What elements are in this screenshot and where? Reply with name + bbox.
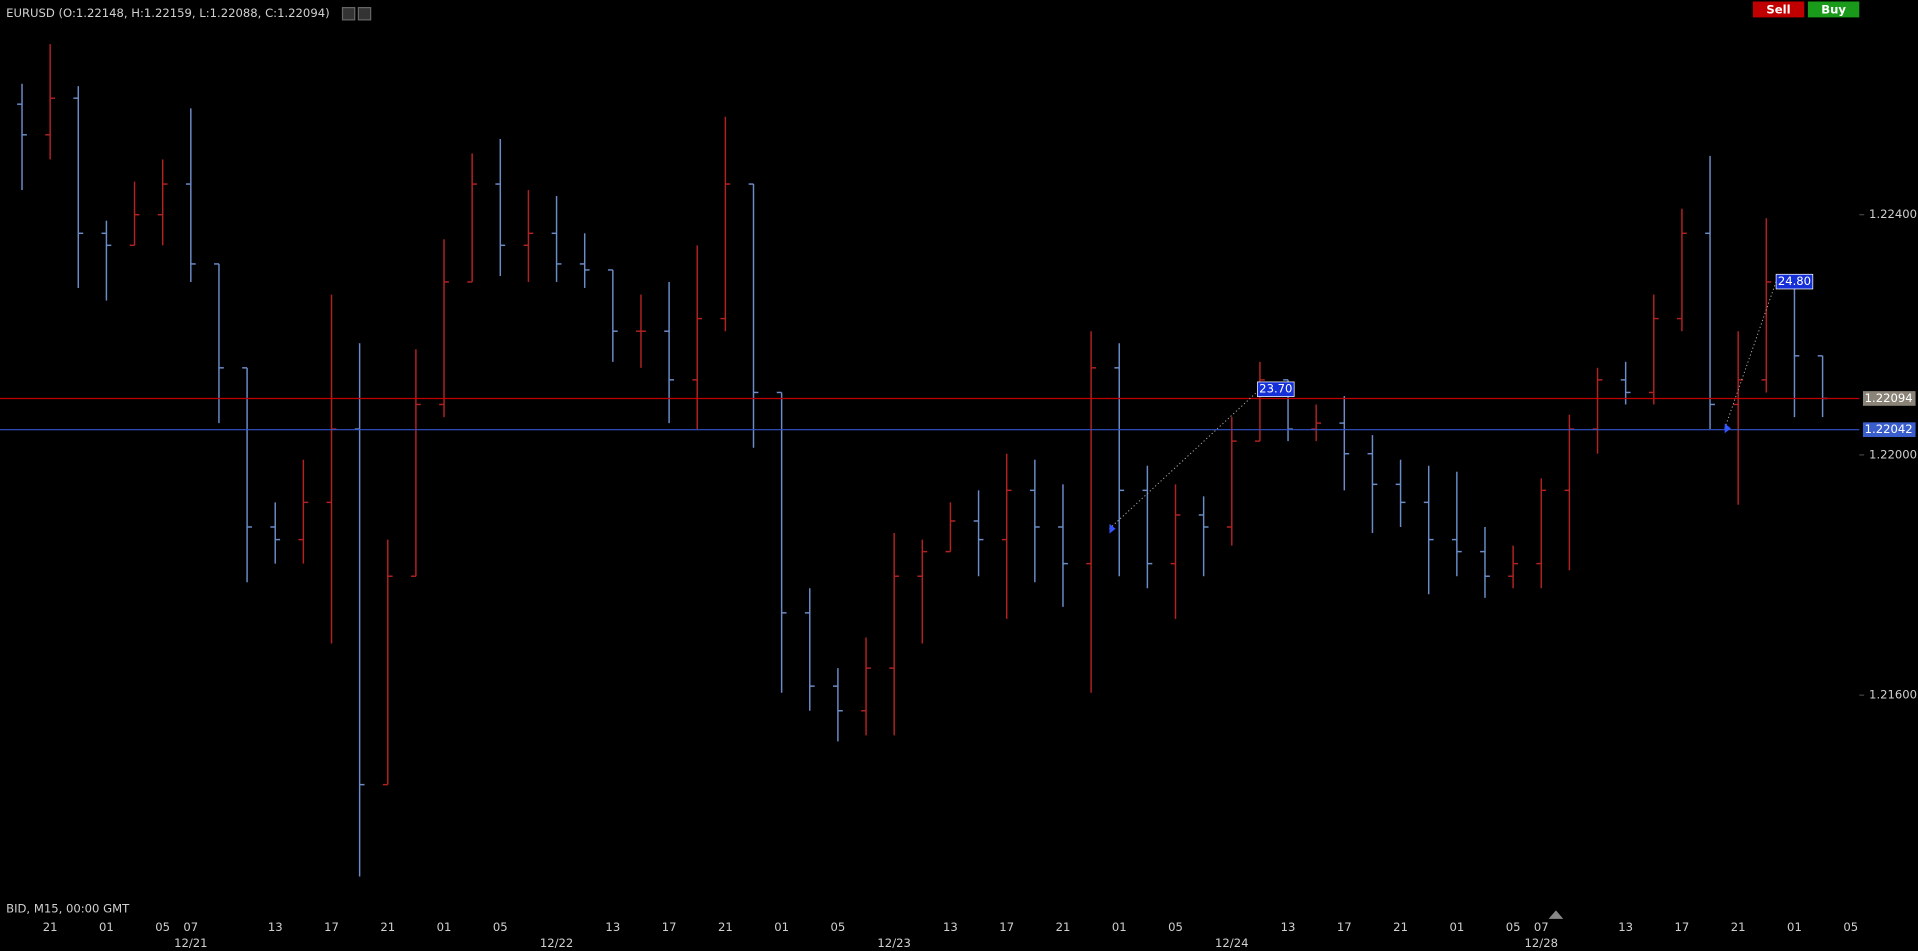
- x-tick-label: 13: [268, 920, 283, 934]
- price-label: 1.22042: [1865, 422, 1913, 436]
- scroll-marker[interactable]: [1548, 910, 1564, 919]
- x-tick-label: 21: [1731, 920, 1746, 934]
- x-tick-label: 05: [1506, 920, 1521, 934]
- buy-label[interactable]: Buy: [1821, 3, 1846, 17]
- x-tick-label: 01: [99, 920, 114, 934]
- price-label-box: [1862, 422, 1916, 438]
- footer: BID, M15, 00:00 GMT: [6, 902, 130, 916]
- sell-button[interactable]: Sell: [1752, 1, 1805, 18]
- sell-button-bg[interactable]: [1752, 1, 1805, 18]
- x-tick-label: 21: [380, 920, 395, 934]
- trend-line: [1109, 388, 1261, 530]
- chart-title: EURUSD (O:1.22148, H:1.22159, L:1.22088,…: [6, 6, 330, 20]
- x-tick-label: 21: [1056, 920, 1071, 934]
- x-tick-label: 07: [183, 920, 198, 934]
- price-label-box: [1862, 391, 1916, 406]
- x-tick-label: 01: [1449, 920, 1464, 934]
- x-day-label: 12/22: [540, 936, 573, 950]
- buy-button-bg[interactable]: [1807, 1, 1860, 18]
- x-tick-label: 13: [943, 920, 958, 934]
- x-tick-label: 21: [1393, 920, 1408, 934]
- x-tick-label: 01: [1112, 920, 1127, 934]
- x-tick-label: 01: [1787, 920, 1802, 934]
- x-tick-label: 07: [1534, 920, 1549, 934]
- trend-label: 23.70: [1259, 382, 1292, 396]
- x-day-label: 12/24: [1215, 936, 1248, 950]
- y-tick-label: 1.22000: [1869, 447, 1917, 461]
- sell-label[interactable]: Sell: [1766, 3, 1790, 17]
- x-tick-label: 01: [437, 920, 452, 934]
- x-tick-label: 17: [324, 920, 339, 934]
- x-tick-label: 05: [1168, 920, 1183, 934]
- price-label: 1.22094: [1865, 391, 1913, 405]
- x-tick-label: 13: [605, 920, 620, 934]
- x-tick-label: 05: [831, 920, 846, 934]
- x-tick-label: 17: [1675, 920, 1690, 934]
- x-tick-label: 01: [774, 920, 789, 934]
- x-tick-label: 17: [999, 920, 1014, 934]
- y-tick-label: 1.21600: [1869, 688, 1917, 702]
- trend-line: [1724, 281, 1777, 429]
- x-day-label: 12/28: [1525, 936, 1558, 950]
- trend-label-box: [1775, 273, 1814, 290]
- trend-anchor: [1109, 523, 1116, 534]
- x-tick-label: 21: [43, 920, 58, 934]
- x-tick-label: 13: [1281, 920, 1296, 934]
- refresh-icon[interactable]: [357, 7, 372, 21]
- x-tick-label: 05: [493, 920, 508, 934]
- x-day-label: 12/21: [174, 936, 207, 950]
- x-tick-label: 21: [718, 920, 733, 934]
- trend-label-box: [1257, 381, 1295, 397]
- x-tick-label: 13: [1618, 920, 1633, 934]
- buy-button[interactable]: Buy: [1807, 1, 1860, 18]
- x-tick-label: 17: [1337, 920, 1352, 934]
- settings-icon[interactable]: [341, 7, 356, 21]
- y-tick-label: 1.22400: [1869, 207, 1917, 221]
- x-tick-label: 17: [662, 920, 677, 934]
- x-tick-label: 05: [1843, 920, 1858, 934]
- x-tick-label: 05: [155, 920, 170, 934]
- x-day-label: 12/23: [877, 936, 910, 950]
- trend-label: 24.80: [1778, 274, 1811, 288]
- trend-anchor: [1724, 423, 1731, 434]
